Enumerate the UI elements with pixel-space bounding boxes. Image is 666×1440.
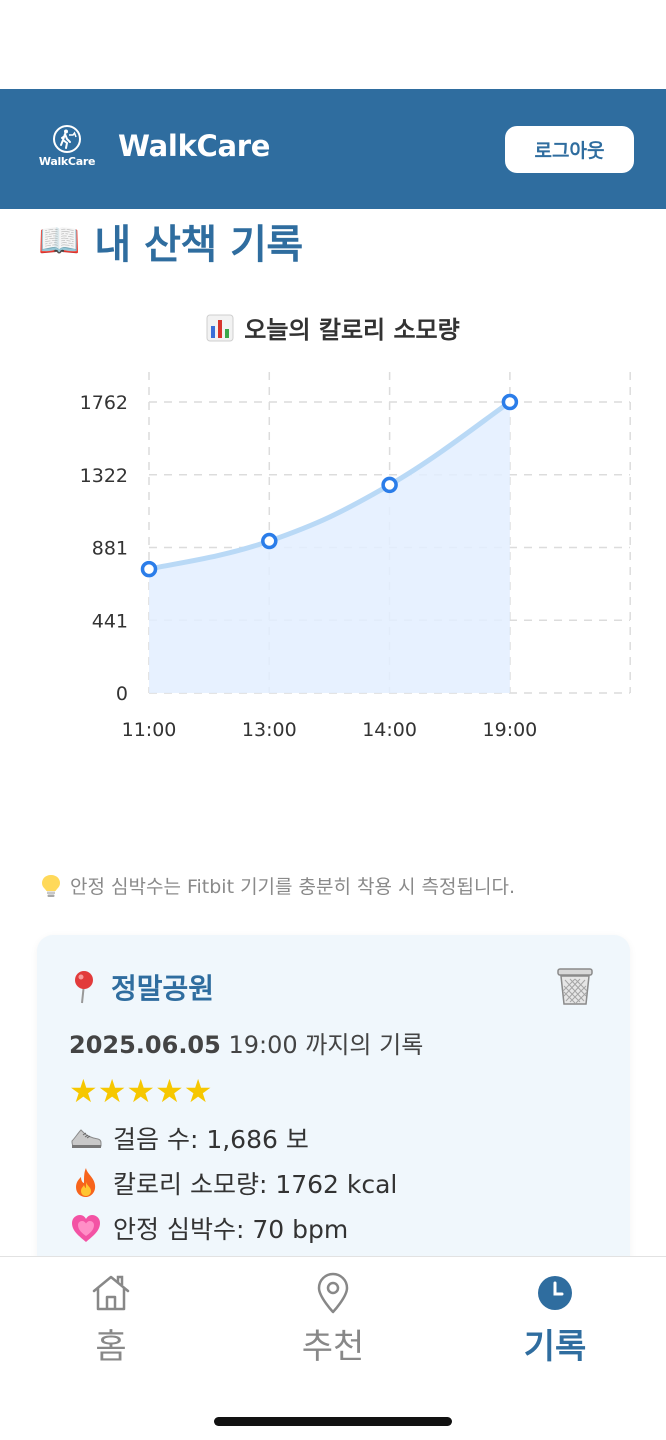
app-header: WalkCare WalkCare 로그아웃 — [0, 89, 666, 209]
y-tick-label: 881 — [92, 538, 128, 560]
rating-stars: ★★★★★ — [69, 1075, 212, 1107]
calories-stat: 칼로리 소모량: 1762 kcal — [69, 1165, 397, 1201]
logout-button[interactable]: 로그아웃 — [505, 126, 634, 173]
calorie-line-chart: 0 441 881 1322 1762 11:00 13:00 14:00 19:00 — [80, 372, 631, 741]
data-point — [140, 560, 158, 578]
heartbeat-icon — [72, 1215, 100, 1242]
y-tick-label: 0 — [116, 683, 128, 705]
walk-record-card: 정말공원 2025.06.05 19:00 까지의 기록 ★★★★★ 걸음 수:… — [37, 935, 630, 1295]
page-title: 📖 내 산책 기록 — [38, 212, 303, 270]
data-point — [501, 393, 519, 411]
data-point — [261, 532, 278, 550]
nav-label-recommend: 추천 — [301, 1327, 365, 1367]
bottom-navigation: 홈 추천 기록 — [0, 1256, 666, 1440]
x-tick-label: 13:00 — [242, 719, 297, 741]
star-rating: ★★★★★ — [69, 1072, 213, 1110]
nav-label-records: 기록 — [523, 1327, 587, 1367]
y-tick-label: 1322 — [80, 465, 128, 487]
x-tick-label: 14:00 — [362, 719, 417, 741]
nav-item-home[interactable]: 홈 — [0, 1257, 222, 1387]
sneaker-icon — [71, 1129, 102, 1148]
nav-label-home: 홈 — [95, 1327, 127, 1367]
place-row: 정말공원 — [71, 967, 214, 1007]
book-icon: 📖 — [38, 221, 81, 261]
heart-rate-stat: 안정 심박수: 70 bpm — [69, 1210, 348, 1246]
record-date: 2025.06.05 19:00 까지의 기록 — [69, 1025, 423, 1060]
steps-stat: 걸음 수: 1,686 보 — [69, 1120, 309, 1156]
app-title: WalkCare — [118, 129, 271, 163]
location-pin-icon — [317, 1272, 349, 1314]
y-tick-label: 441 — [92, 610, 128, 632]
x-tick-label: 11:00 — [122, 719, 177, 741]
home-indicator — [214, 1417, 452, 1426]
record-time-text: 19:00 까지의 기록 — [228, 1031, 424, 1059]
walker-logo-icon — [53, 125, 81, 153]
place-name: 정말공원 — [111, 972, 215, 1005]
y-tick-label: 1762 — [80, 392, 128, 414]
trash-icon[interactable] — [555, 965, 595, 1007]
page-title-text: 내 산책 기록 — [94, 222, 303, 268]
data-point — [381, 476, 398, 494]
steps-text: 걸음 수: 1,686 보 — [113, 1125, 309, 1154]
nav-item-recommend[interactable]: 추천 — [222, 1257, 444, 1387]
record-date-value: 2025.06.05 — [69, 1031, 221, 1059]
nav-item-records[interactable]: 기록 — [444, 1257, 666, 1387]
tip-text: 안정 심박수는 Fitbit 기기를 충분히 착용 시 측정됩니다. — [70, 876, 515, 898]
x-tick-label: 19:00 — [483, 719, 538, 741]
heart-rate-tip: 안정 심박수는 Fitbit 기기를 충분히 착용 시 측정됩니다. — [40, 872, 640, 899]
bar-chart-icon — [206, 314, 234, 341]
calories-text: 칼로리 소모량: 1762 kcal — [113, 1170, 398, 1199]
lightbulb-icon — [42, 874, 60, 897]
logo-text: WalkCare — [38, 155, 96, 168]
calorie-area — [149, 402, 510, 693]
chart-title: 오늘의 칼로리 소모량 — [0, 310, 666, 345]
fire-icon — [76, 1168, 96, 1197]
chart-title-text: 오늘의 칼로리 소모량 — [244, 316, 460, 344]
clock-icon — [538, 1276, 572, 1310]
app-logo[interactable]: WalkCare — [38, 124, 96, 174]
pin-icon — [75, 971, 93, 1004]
heart-rate-text: 안정 심박수: 70 bpm — [113, 1215, 349, 1244]
house-icon — [92, 1275, 130, 1311]
calorie-series-line — [146, 399, 513, 572]
